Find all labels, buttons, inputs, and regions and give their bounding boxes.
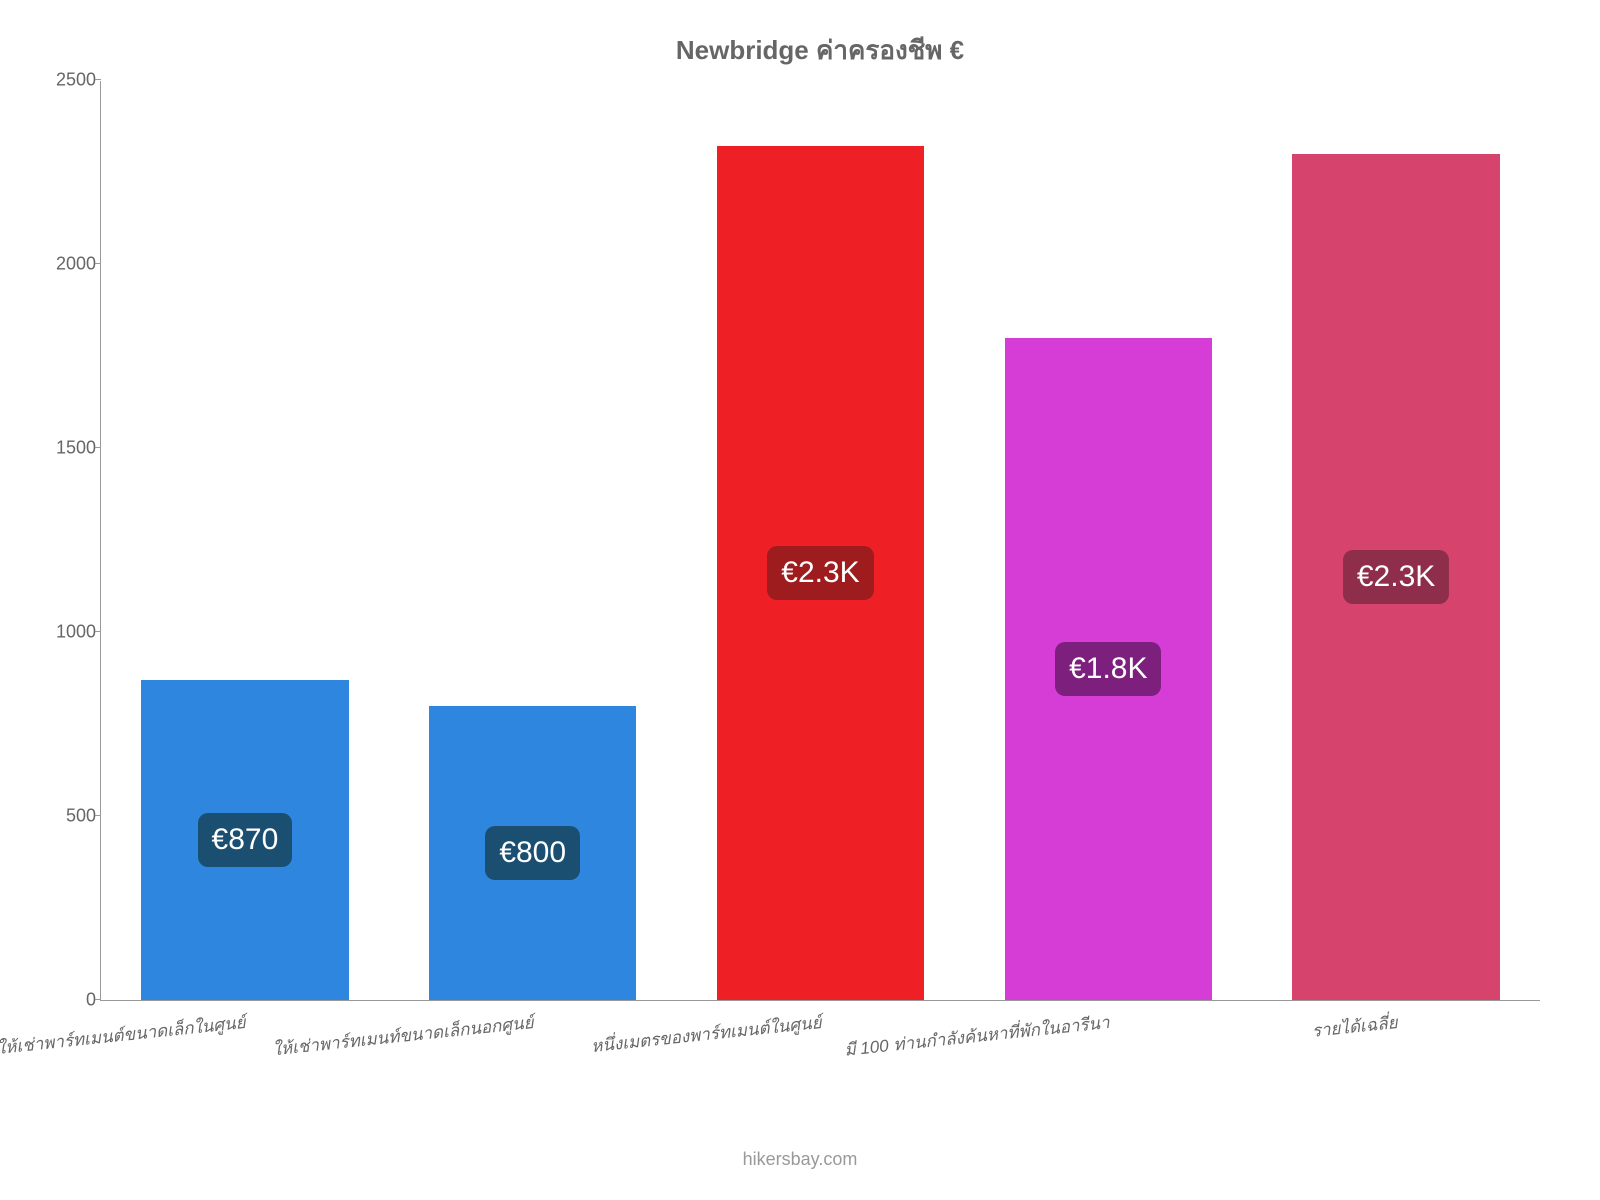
y-tick-mark: [95, 631, 101, 632]
attribution-text: hikersbay.com: [0, 1149, 1600, 1170]
y-tick-label: 0: [41, 990, 96, 1011]
plot-area: €870€800€2.3K€1.8K€2.3K 0500100015002000…: [100, 81, 1540, 1001]
chart-container: Newbridge ค่าครองชีพ € €870 €800 €2.3K €1.8…: [100, 30, 1540, 1090]
y-tick-mark: [95, 79, 101, 80]
bar: €2.3K: [717, 146, 924, 1000]
y-tick-label: 2000: [41, 254, 96, 275]
bar-slot: €800: [389, 81, 677, 1000]
y-tick-label: 500: [41, 806, 96, 827]
bar: €800: [429, 706, 636, 1000]
y-tick-label: 2500: [41, 70, 96, 91]
y-tick-mark: [95, 815, 101, 816]
bar-value-label: €1.8K: [1055, 642, 1161, 696]
chart-title: Newbridge ค่าครองชีพ €: [100, 30, 1540, 71]
x-axis-label: รายได้เฉลี่ย: [1252, 1001, 1540, 1061]
y-tick-mark: [95, 447, 101, 448]
bar: €1.8K: [1005, 338, 1212, 1000]
bar-value-label: €2.3K: [767, 546, 873, 600]
bar-slot: €2.3K: [677, 81, 965, 1000]
y-tick-mark: [95, 263, 101, 264]
y-tick-mark: [95, 999, 101, 1000]
bar-slot: €870: [101, 81, 389, 1000]
bars-row: €870 €800 €2.3K €1.8K €2.3K: [101, 81, 1540, 1000]
y-tick-label: 1000: [41, 622, 96, 643]
bar-value-label: €2.3K: [1343, 550, 1449, 604]
bar-value-label: €800: [485, 826, 580, 880]
x-axis-label: มี 100 ท่านกำลังค้นหาที่พักในอารีนา: [964, 1001, 1252, 1061]
bar-slot: €1.8K: [964, 81, 1252, 1000]
y-tick-label: 1500: [41, 438, 96, 459]
bar: €2.3K: [1292, 154, 1499, 1000]
bar: €870: [141, 680, 348, 1000]
bar-value-label: €870: [198, 813, 293, 867]
x-axis-labels: ให้เช่าพาร์ทเมนต์ขนาดเล็กในศูนย์ให้เช่าพ…: [100, 1001, 1540, 1061]
bar-slot: €2.3K: [1252, 81, 1540, 1000]
